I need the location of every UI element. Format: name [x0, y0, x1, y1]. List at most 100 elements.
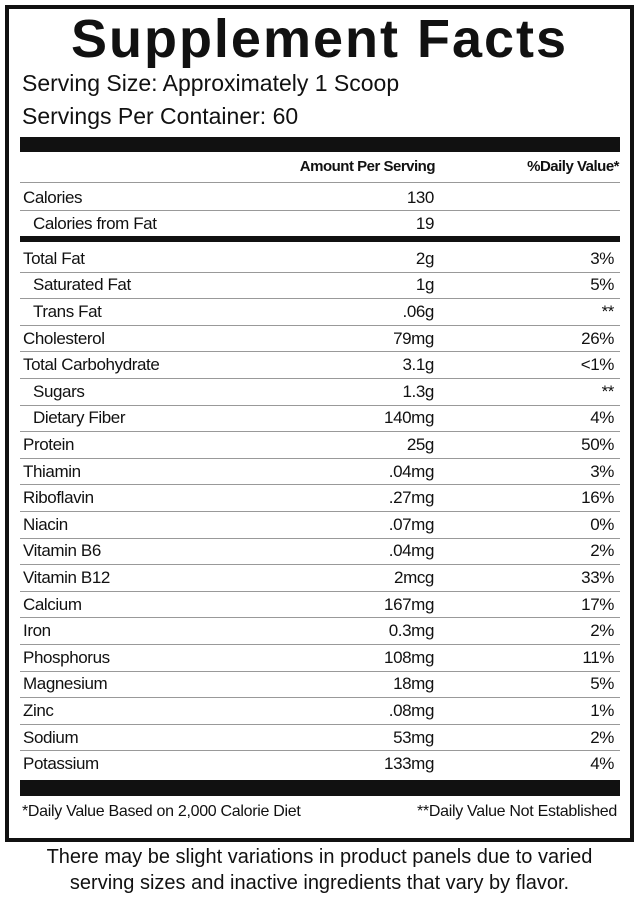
table-row: Calories from Fat 19 — [20, 211, 620, 236]
amount: .04mg — [388, 461, 435, 481]
nutrient-name: Vitamin B12 — [23, 567, 110, 587]
table-row: Sodium 53mg 2% — [20, 725, 620, 752]
nutrient-name: Niacin — [23, 514, 68, 534]
note: serving sizes and inactive ingredients t… — [69, 872, 570, 894]
nutrient-name: Total Fat — [23, 248, 85, 268]
table-row: Protein 25g 50% — [20, 432, 620, 459]
daily-value: 33% — [581, 567, 614, 587]
table-row: Vitamin B12 2mcg 33% — [20, 565, 620, 592]
nutrient-name: Total Carbohydrate — [23, 355, 160, 375]
daily-value: 26% — [581, 328, 614, 348]
table-row: Iron 0.3mg 2% — [20, 618, 620, 645]
amount: .07mg — [388, 514, 435, 534]
title: Supplement Facts — [70, 9, 569, 69]
serving-size: Serving Size: Approximately 1 Scoop — [22, 70, 400, 96]
daily-value: 2% — [590, 727, 614, 747]
note: There may be slight variations in produc… — [46, 846, 593, 868]
amount: 140mg — [384, 408, 434, 428]
amount: 167mg — [384, 594, 434, 614]
thick-bar — [20, 236, 620, 242]
table-row: Vitamin B6 .04mg 2% — [20, 539, 620, 566]
table-row: Thiamin .04mg 3% — [20, 459, 620, 486]
daily-value: 4% — [590, 408, 614, 428]
column-header: Amount Per Serving — [299, 158, 436, 175]
daily-value: 5% — [590, 275, 614, 295]
nutrient-name: Magnesium — [23, 674, 108, 694]
servings-per-container: Servings Per Container: 60 — [22, 103, 299, 129]
table-row: Trans Fat .06g ** — [20, 299, 620, 326]
daily-value: <1% — [580, 355, 615, 375]
table-row: Riboflavin .27mg 16% — [20, 485, 620, 512]
table-row: Sugars 1.3g ** — [20, 379, 620, 406]
amount: 133mg — [384, 754, 434, 774]
nutrient-name: Trans Fat — [33, 301, 102, 321]
nutrient-name: Phosphorus — [23, 647, 110, 667]
table-row: Dietary Fiber 140mg 4% — [20, 406, 620, 433]
amount: 2mcg — [394, 567, 434, 587]
nutrient-name: Saturated Fat — [33, 275, 131, 295]
daily-value: 1% — [590, 700, 614, 720]
amount: 1.3g — [402, 381, 435, 401]
amount: 25g — [406, 434, 435, 454]
nutrient-name: Protein — [23, 434, 75, 454]
table-row: Niacin .07mg 0% — [20, 512, 620, 539]
table-row: Phosphorus 108mg 11% — [20, 645, 620, 672]
amount: .27mg — [388, 488, 435, 508]
amount: 19 — [415, 213, 435, 233]
amount: 108mg — [384, 647, 434, 667]
table-row: Total Fat 2g 3% — [20, 246, 620, 273]
daily-value: 2% — [590, 541, 614, 561]
daily-value: 5% — [590, 674, 614, 694]
table-row: Potassium 133mg 4% — [20, 751, 620, 777]
daily-value: 3% — [590, 248, 614, 268]
amount: 0.3mg — [388, 621, 435, 641]
nutrient-name: Sodium — [23, 727, 79, 747]
nutrient-name: Zinc — [23, 700, 54, 720]
footnote: *Daily Value Based on 2,000 Calorie Diet — [22, 803, 301, 820]
amount: 2g — [415, 248, 435, 268]
daily-value: 0% — [590, 514, 614, 534]
amount: 18mg — [393, 674, 434, 694]
amount: 53mg — [393, 727, 434, 747]
amount: .08mg — [388, 700, 435, 720]
daily-value: 11% — [582, 647, 614, 667]
nutrient-name: Dietary Fiber — [33, 408, 126, 428]
daily-value: ** — [601, 301, 615, 321]
table-row: Cholesterol 79mg 26% — [20, 326, 620, 353]
column-header: %Daily Value* — [527, 158, 619, 175]
thick-bar — [20, 137, 620, 152]
divider — [20, 182, 620, 183]
footnote: **Daily Value Not Established — [416, 803, 617, 820]
nutrient-name: Potassium — [23, 754, 99, 774]
nutrient-name: Calories — [23, 187, 83, 207]
panel-border — [5, 5, 634, 842]
table-row: Total Carbohydrate 3.1g <1% — [20, 352, 620, 379]
nutrient-name: Cholesterol — [23, 328, 105, 348]
nutrient-name: Sugars — [33, 381, 85, 401]
amount: .04mg — [388, 541, 435, 561]
table-row: Calcium 167mg 17% — [20, 592, 620, 619]
daily-value: ** — [601, 381, 615, 401]
nutrient-name: Calories from Fat — [33, 213, 157, 233]
daily-value: 50% — [581, 434, 614, 454]
amount: 1g — [415, 275, 435, 295]
nutrient-name: Thiamin — [23, 461, 81, 481]
daily-value: 17% — [581, 594, 614, 614]
table-row: Calories 130 — [20, 185, 620, 211]
nutrient-name: Riboflavin — [23, 488, 94, 508]
amount: .06g — [402, 301, 435, 321]
daily-value: 3% — [590, 461, 614, 481]
table-row: Saturated Fat 1g 5% — [20, 273, 620, 300]
table-row: Zinc .08mg 1% — [20, 698, 620, 725]
daily-value: 16% — [581, 488, 614, 508]
nutrient-name: Iron — [23, 621, 51, 641]
daily-value: 2% — [590, 621, 614, 641]
nutrient-name: Vitamin B6 — [23, 541, 101, 561]
daily-value: 4% — [590, 754, 614, 774]
amount: 79mg — [393, 328, 434, 348]
nutrient-name: Calcium — [23, 594, 82, 614]
amount: 130 — [406, 187, 435, 207]
thick-bar — [20, 780, 620, 796]
table-row: Magnesium 18mg 5% — [20, 672, 620, 699]
